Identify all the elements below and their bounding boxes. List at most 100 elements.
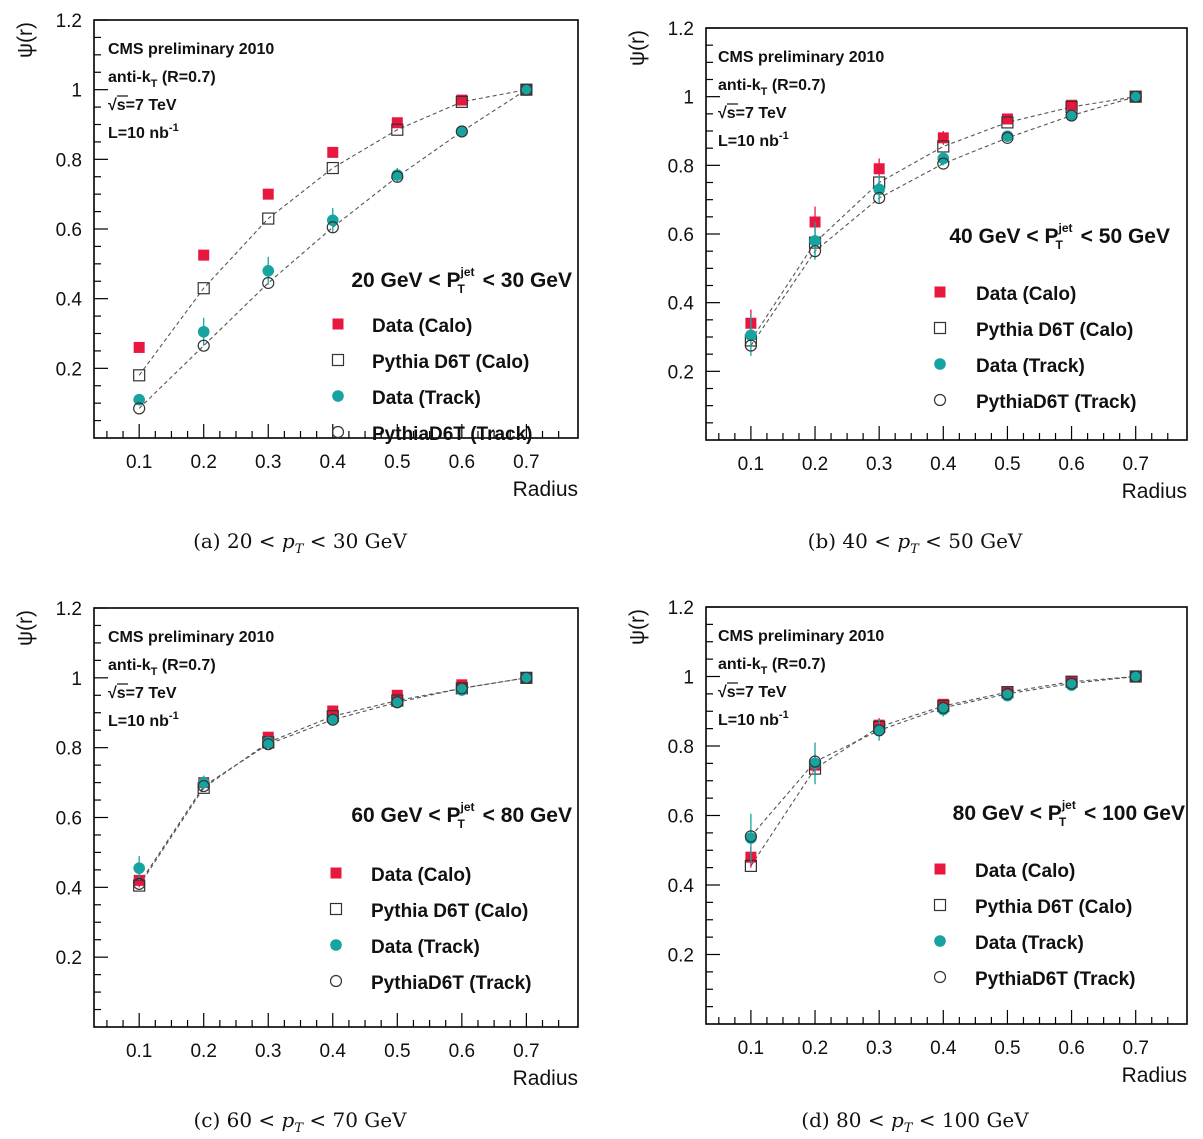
series-2 (744, 670, 1142, 872)
y-tick-label: 0.8 (668, 156, 694, 177)
x-tick-label: 0.1 (126, 1041, 152, 1062)
x-tick-label: 0.3 (866, 454, 892, 475)
info-line-1: CMS preliminary 2010 (108, 629, 274, 646)
x-tick-label: 0.3 (255, 1041, 281, 1062)
info-line-2: anti-kT (R=0.7) (108, 69, 216, 90)
y-tick-label: 0.2 (668, 946, 694, 967)
data-point (937, 132, 949, 144)
data-point (873, 183, 885, 196)
legend-marker (933, 970, 947, 984)
data-point (391, 170, 404, 183)
legend-label: Data (Calo) (372, 316, 472, 337)
caption-a: (a) 20 < pT < 30 GeV (193, 529, 407, 557)
x-tick-label: 0.1 (738, 454, 764, 475)
legend-marker (332, 390, 344, 402)
y-tick-label: 0.8 (668, 737, 694, 758)
caption-b: (b) 40 < pT < 50 GeV (808, 529, 1023, 557)
legend-marker (933, 898, 947, 912)
data-point (1129, 90, 1142, 103)
data-point (327, 146, 339, 158)
x-tick-label: 0.5 (384, 1041, 410, 1062)
legend-label: Pythia D6T (Calo) (371, 901, 528, 922)
x-tick-label: 0.1 (126, 452, 152, 473)
data-point (262, 212, 275, 225)
legend-marker (934, 935, 946, 947)
legend-label: Data (Calo) (975, 861, 1075, 882)
panel-a: 0.2 0.4 0.6 0.8 1 1.2 0.1 0.2 0.3 0.4 0.5 0.6 0.7 Rad… (14, 11, 579, 557)
legend-marker (330, 867, 342, 879)
x-tick-label: 0.3 (255, 452, 281, 473)
x-tick-label: 0.6 (449, 452, 475, 473)
info-line-3: √s=7 TeV (108, 685, 177, 702)
y-tick-label: 0.2 (56, 359, 82, 380)
panel-d: 0.2 0.4 0.6 0.8 1 1.2 0.1 0.2 0.3 0.4 0.5 0.6 0.7 Rad… (626, 598, 1188, 1136)
y-tick-label: 0.2 (668, 362, 694, 383)
data-point (198, 249, 210, 261)
x-tick-label: 0.2 (190, 452, 216, 473)
data-point (1065, 109, 1078, 122)
legend-marker (934, 286, 946, 298)
pt-range-label: 60 GeV < Pjet T < 80 GeV (351, 800, 572, 831)
y-tick-label: 0.6 (56, 809, 82, 830)
data-point (873, 724, 885, 737)
legend-marker (330, 939, 342, 951)
data-point (262, 738, 275, 751)
data-point (455, 95, 468, 108)
info-line-1: CMS preliminary 2010 (718, 628, 884, 645)
x-tick-label: 0.3 (866, 1038, 892, 1059)
data-point (197, 339, 210, 352)
data-point (937, 701, 950, 714)
x-tick-label: 0.2 (802, 1038, 828, 1059)
data-point (326, 221, 339, 234)
series-4 (133, 671, 533, 890)
info-line-2: anti-kT (R=0.7) (718, 77, 826, 98)
y-tick-label: 1.2 (668, 598, 694, 619)
legend-marker (934, 863, 946, 875)
data-point (262, 188, 274, 200)
y-axis-label: ψ(r) (626, 609, 649, 645)
x-tick-label: 0.5 (384, 452, 410, 473)
legend-marker (329, 974, 343, 988)
x-tick-label: 0.4 (930, 1038, 957, 1059)
y-tick-label: 1 (683, 88, 694, 109)
data-point (744, 339, 757, 352)
x-tick-label: 0.6 (1058, 454, 1084, 475)
data-point (133, 393, 145, 406)
pt-range-label: 80 GeV < Pjet T < 100 GeV (953, 798, 1185, 829)
x-tick-label: 0.1 (738, 1038, 764, 1059)
info-line-3: √s=7 TeV (718, 684, 787, 701)
x-tick-label: 0.5 (994, 454, 1020, 475)
info-line-3: √s=7 TeV (718, 105, 787, 122)
data-point (133, 341, 145, 353)
y-tick-label: 0.6 (56, 220, 82, 241)
series-2 (744, 90, 1142, 347)
legend-label: Data (Calo) (976, 284, 1076, 305)
data-point (1065, 677, 1078, 690)
data-point (873, 724, 886, 737)
y-tick-label: 0.6 (668, 225, 694, 246)
data-point (1065, 109, 1078, 122)
info-line-1: CMS preliminary 2010 (108, 41, 274, 58)
y-tick-label: 1.2 (56, 11, 82, 32)
info-line-4: L=10 nb-1 (718, 709, 789, 729)
pt-range-label: 20 GeV < Pjet T < 30 GeV (351, 265, 572, 296)
info-line-1: CMS preliminary 2010 (718, 49, 884, 66)
data-point (809, 235, 821, 247)
legend-label: PythiaD6T (Track) (975, 969, 1136, 990)
data-point (197, 282, 210, 295)
x-axis-label: Radius (513, 1067, 578, 1090)
data-point (133, 402, 146, 415)
data-point (326, 713, 339, 726)
panel-b: 0.2 0.4 0.6 0.8 1 1.2 0.1 0.2 0.3 0.4 0.5 0.6 0.7 Rad… (626, 19, 1188, 557)
x-tick-label: 0.6 (449, 1041, 475, 1062)
data-point (1129, 670, 1142, 683)
data-point (197, 776, 210, 789)
legend-marker (933, 393, 947, 407)
data-point (1001, 687, 1014, 700)
y-tick-label: 1 (683, 668, 694, 689)
series-3 (133, 672, 533, 881)
x-tick-label: 0.6 (1058, 1038, 1084, 1059)
data-point (808, 755, 822, 768)
legend-label: Pythia D6T (Calo) (976, 320, 1133, 341)
